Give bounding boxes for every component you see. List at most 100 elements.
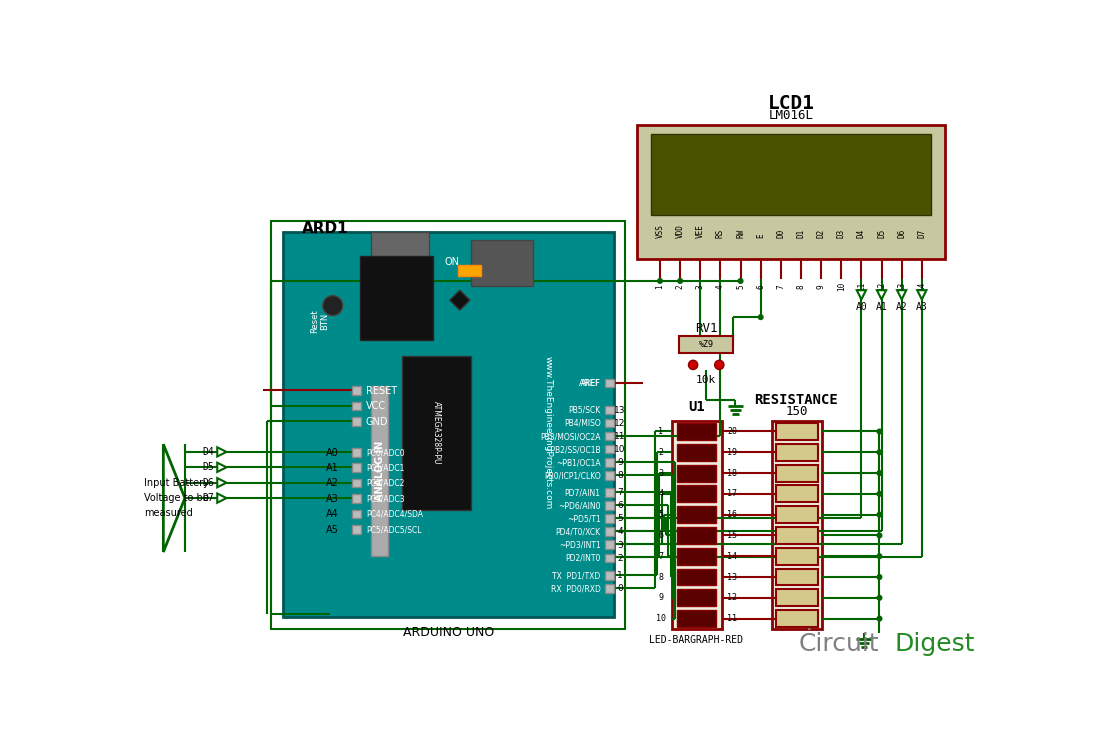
Text: ARD1: ARD1 xyxy=(301,221,349,236)
Text: D1: D1 xyxy=(796,229,805,238)
Text: measured: measured xyxy=(144,509,192,518)
Text: 10: 10 xyxy=(656,614,666,623)
Text: 17: 17 xyxy=(727,489,737,498)
Text: 8: 8 xyxy=(658,572,663,581)
Text: 1: 1 xyxy=(617,572,623,580)
Text: 4: 4 xyxy=(658,489,663,498)
Text: 7: 7 xyxy=(658,552,663,561)
Text: 10k: 10k xyxy=(696,375,716,386)
Text: 4: 4 xyxy=(716,284,725,289)
Text: VDD: VDD xyxy=(675,224,684,238)
Bar xyxy=(352,464,361,472)
Bar xyxy=(372,232,429,260)
Bar xyxy=(776,464,818,482)
Bar xyxy=(605,501,614,510)
Bar xyxy=(352,478,361,488)
Circle shape xyxy=(738,279,742,284)
Text: Reset
BTN: Reset BTN xyxy=(310,309,329,333)
Circle shape xyxy=(877,554,882,559)
Text: ~PD5/T1: ~PD5/T1 xyxy=(566,514,601,523)
Bar xyxy=(776,485,818,502)
Text: PD2/INT0: PD2/INT0 xyxy=(565,554,601,562)
Text: RX  PD0/RXD: RX PD0/RXD xyxy=(551,584,601,593)
Text: 10: 10 xyxy=(614,445,626,454)
Polygon shape xyxy=(217,463,227,472)
Bar xyxy=(352,417,361,426)
Text: AREF: AREF xyxy=(579,379,601,388)
Bar xyxy=(605,432,614,440)
Bar xyxy=(271,221,626,629)
Text: RESISTANCE: RESISTANCE xyxy=(755,392,838,406)
Bar xyxy=(352,494,361,502)
Circle shape xyxy=(877,429,882,433)
Text: ~PD6/AIN0: ~PD6/AIN0 xyxy=(558,501,601,510)
Text: 5: 5 xyxy=(736,284,745,289)
Text: D4: D4 xyxy=(202,447,213,457)
Bar xyxy=(605,584,614,592)
Bar xyxy=(605,572,614,580)
Bar xyxy=(605,514,614,523)
Circle shape xyxy=(758,315,763,320)
Text: 2: 2 xyxy=(658,448,663,457)
Bar xyxy=(637,124,945,260)
Text: 9: 9 xyxy=(617,458,623,467)
Text: 5: 5 xyxy=(658,510,663,519)
Text: 7: 7 xyxy=(777,284,785,289)
Bar xyxy=(676,444,716,460)
Circle shape xyxy=(877,491,882,496)
Text: 13: 13 xyxy=(614,406,626,415)
Text: A3: A3 xyxy=(916,302,927,312)
Text: D0: D0 xyxy=(777,229,785,238)
Bar xyxy=(680,337,733,353)
Text: 4: 4 xyxy=(617,527,623,536)
Circle shape xyxy=(877,616,882,621)
Text: 14: 14 xyxy=(917,282,926,291)
Polygon shape xyxy=(857,290,866,299)
Text: PC3/ADC3: PC3/ADC3 xyxy=(366,494,405,503)
Text: PB0/ICP1/CLKO: PB0/ICP1/CLKO xyxy=(544,471,601,480)
Text: 11: 11 xyxy=(614,432,626,441)
Bar xyxy=(676,610,716,627)
Bar xyxy=(676,568,716,586)
Text: 18: 18 xyxy=(727,469,737,478)
Bar xyxy=(776,548,818,565)
Text: RESET: RESET xyxy=(366,386,397,396)
Text: U1: U1 xyxy=(688,400,705,414)
Bar xyxy=(352,402,361,410)
Text: 3: 3 xyxy=(658,469,663,478)
Circle shape xyxy=(658,279,662,284)
Bar xyxy=(676,485,716,502)
Text: A3: A3 xyxy=(327,494,339,504)
Text: 11: 11 xyxy=(727,614,737,623)
Text: 12: 12 xyxy=(877,282,886,291)
Text: D6: D6 xyxy=(898,229,906,238)
Text: TX  PD1/TXD: TX PD1/TXD xyxy=(552,572,601,580)
Text: 6: 6 xyxy=(617,501,623,510)
Text: RS: RS xyxy=(716,229,725,238)
Bar xyxy=(605,445,614,454)
Bar xyxy=(283,232,614,617)
Bar xyxy=(605,527,614,536)
Bar xyxy=(776,568,818,586)
Circle shape xyxy=(877,533,882,538)
Bar xyxy=(605,471,614,479)
Text: www.TheEngineeringProjects.com: www.TheEngineeringProjects.com xyxy=(543,356,553,509)
Text: PB5/SCK: PB5/SCK xyxy=(569,406,601,415)
Text: ON: ON xyxy=(444,256,460,267)
Bar xyxy=(676,423,716,440)
Circle shape xyxy=(877,596,882,600)
Text: VCC: VCC xyxy=(366,401,386,412)
Bar xyxy=(605,419,614,428)
Text: 13: 13 xyxy=(727,572,737,581)
Text: D6: D6 xyxy=(202,478,213,488)
Text: RW: RW xyxy=(736,229,745,238)
Bar xyxy=(605,379,614,387)
Text: 2: 2 xyxy=(617,554,623,562)
Text: ATMEGA328P-PU: ATMEGA328P-PU xyxy=(432,401,441,464)
Text: 3: 3 xyxy=(696,284,705,289)
Text: Voltage to be: Voltage to be xyxy=(144,493,209,503)
Text: A2: A2 xyxy=(895,302,908,312)
Text: 1: 1 xyxy=(656,284,664,289)
Text: 12: 12 xyxy=(614,419,626,428)
Text: 8: 8 xyxy=(796,284,805,289)
